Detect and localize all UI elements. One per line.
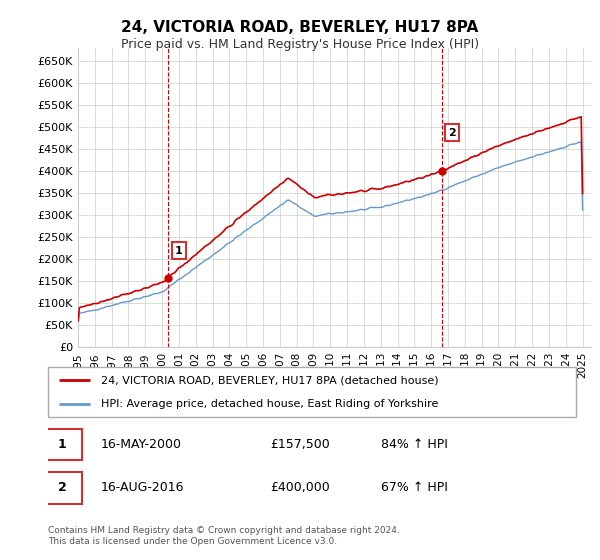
Text: HPI: Average price, detached house, East Riding of Yorkshire: HPI: Average price, detached house, East… [101, 399, 438, 409]
Text: 2: 2 [58, 482, 67, 494]
Text: 84% ↑ HPI: 84% ↑ HPI [380, 438, 448, 451]
FancyBboxPatch shape [43, 429, 82, 460]
Text: 1: 1 [58, 438, 67, 451]
Text: 16-AUG-2016: 16-AUG-2016 [101, 482, 184, 494]
Text: £157,500: £157,500 [270, 438, 329, 451]
Text: 24, VICTORIA ROAD, BEVERLEY, HU17 8PA (detached house): 24, VICTORIA ROAD, BEVERLEY, HU17 8PA (d… [101, 375, 439, 385]
Text: 67% ↑ HPI: 67% ↑ HPI [380, 482, 448, 494]
Text: 1: 1 [175, 246, 183, 255]
Text: 2: 2 [448, 128, 456, 138]
Text: 24, VICTORIA ROAD, BEVERLEY, HU17 8PA: 24, VICTORIA ROAD, BEVERLEY, HU17 8PA [121, 20, 479, 35]
FancyBboxPatch shape [48, 367, 576, 417]
Text: £400,000: £400,000 [270, 482, 329, 494]
Text: 16-MAY-2000: 16-MAY-2000 [101, 438, 182, 451]
Text: Contains HM Land Registry data © Crown copyright and database right 2024.
This d: Contains HM Land Registry data © Crown c… [48, 526, 400, 546]
FancyBboxPatch shape [43, 472, 82, 503]
Text: Price paid vs. HM Land Registry's House Price Index (HPI): Price paid vs. HM Land Registry's House … [121, 38, 479, 51]
